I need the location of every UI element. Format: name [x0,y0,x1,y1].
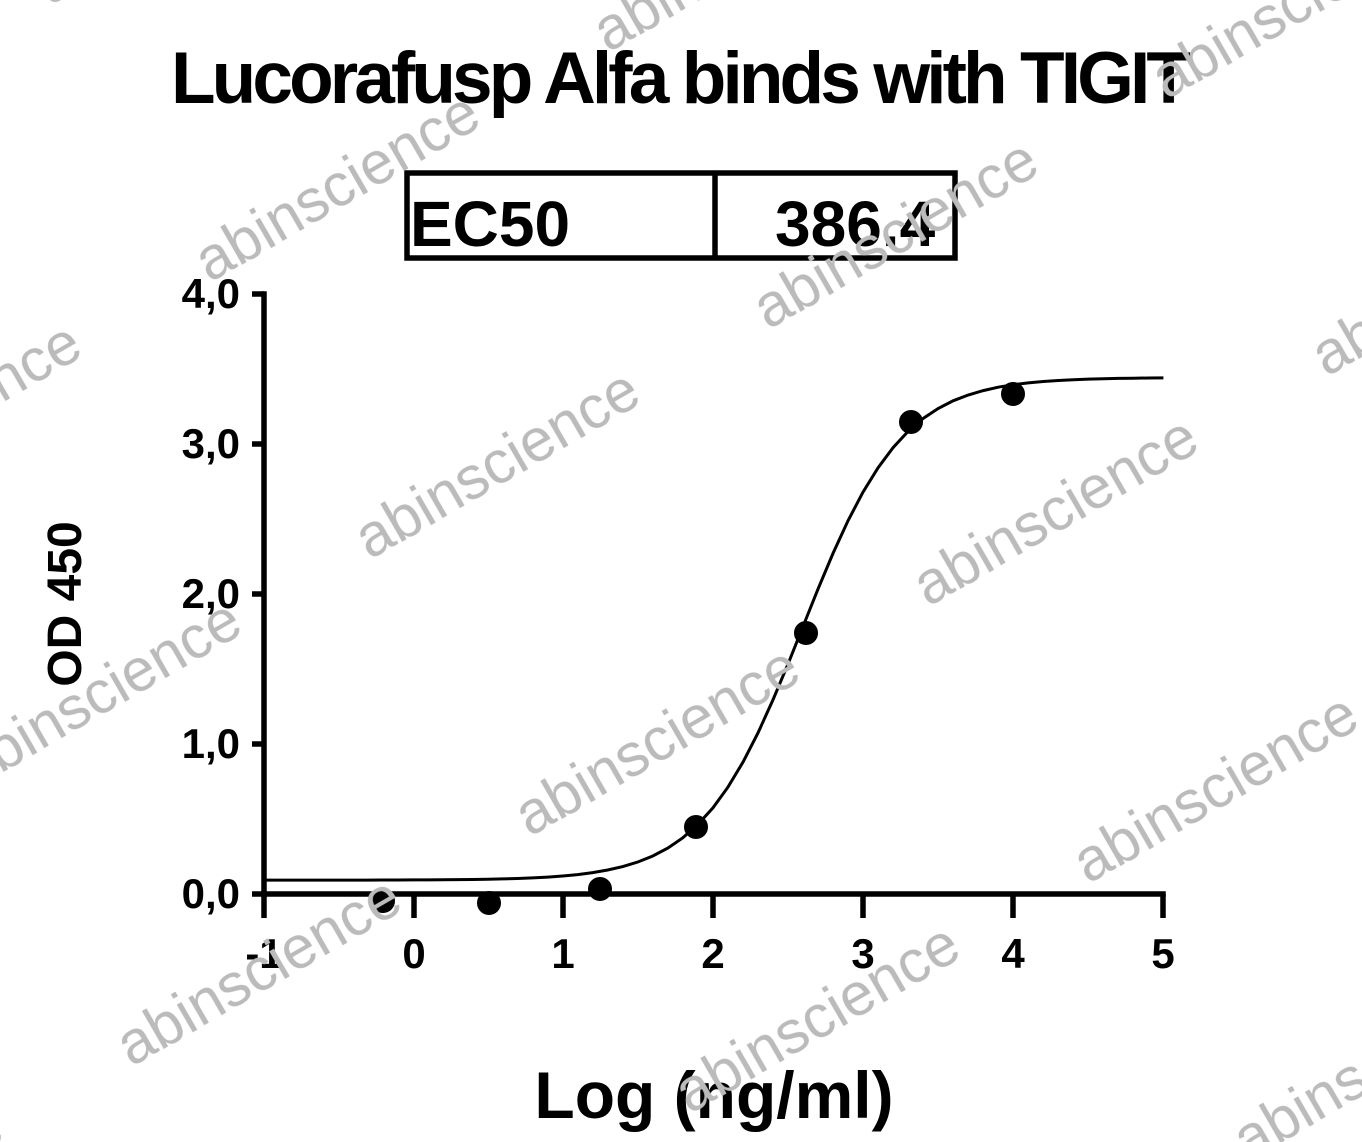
svg-text:386.4: 386.4 [775,188,936,260]
svg-text:Log (ng/ml): Log (ng/ml) [534,1058,893,1132]
svg-text:2,0: 2,0 [182,570,240,617]
svg-text:4: 4 [1001,930,1025,977]
svg-text:4,0: 4,0 [182,270,240,317]
svg-text:2: 2 [701,930,724,977]
svg-text:-1: -1 [245,930,282,977]
svg-text:OD 450: OD 450 [39,521,92,686]
svg-text:0: 0 [402,930,425,977]
svg-text:1: 1 [551,930,574,977]
svg-text:3,0: 3,0 [182,420,240,467]
svg-text:1,0: 1,0 [182,720,240,767]
svg-text:EC50: EC50 [410,188,570,260]
svg-text:Lucorafusp Alfa binds with TIG: Lucorafusp Alfa binds with TIGIT [171,38,1191,119]
svg-text:0,0: 0,0 [182,870,240,917]
svg-text:5: 5 [1151,930,1174,977]
svg-text:3: 3 [851,930,874,977]
